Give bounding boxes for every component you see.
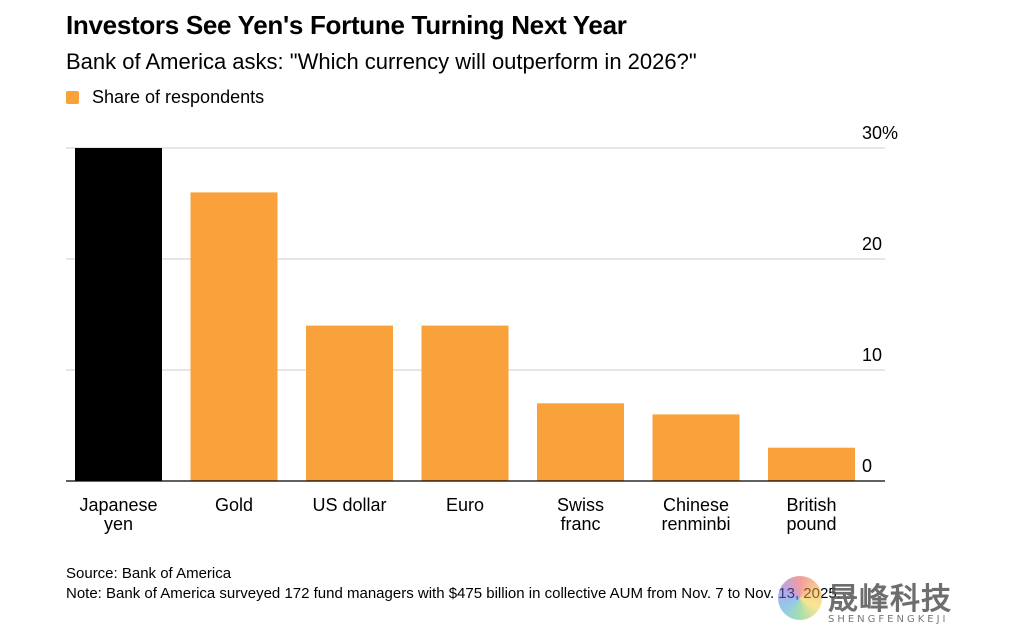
x-tick-label: US dollar xyxy=(312,495,386,515)
watermark-text: 晟峰科技 xyxy=(828,582,952,617)
bar xyxy=(75,148,162,481)
y-tick-label: 20 xyxy=(862,234,882,254)
watermark: 晟峰科技 SHENGFENGKEJI xyxy=(778,574,978,628)
chart-subtitle: Bank of America asks: "Which currency wi… xyxy=(66,49,697,74)
bar xyxy=(768,447,855,481)
y-tick-label: 10 xyxy=(862,345,882,365)
x-tick-label: British pound xyxy=(786,495,836,534)
y-tick-label: 30% xyxy=(862,123,898,143)
legend-label: Share of respondents xyxy=(92,87,265,107)
x-tick-label: Euro xyxy=(446,495,484,515)
source-text: Source: Bank of America xyxy=(66,565,232,582)
chart-title: Investors See Yen's Fortune Turning Next… xyxy=(66,10,627,40)
legend-swatch xyxy=(66,91,79,104)
x-tick-label: Swiss franc xyxy=(557,495,604,534)
bar xyxy=(652,414,740,481)
note-text: Note: Bank of America surveyed 172 fund … xyxy=(66,585,841,602)
x-tick-label: Japanese yen xyxy=(79,495,157,534)
legend: Share of respondents xyxy=(66,87,264,108)
watermark-subtext: SHENGFENGKEJI xyxy=(828,614,949,625)
x-tick-label: Chinese renminbi xyxy=(661,495,730,534)
y-tick-label: 0 xyxy=(862,456,872,476)
bar xyxy=(190,192,278,481)
watermark-logo-icon xyxy=(778,576,822,620)
x-tick-label: Gold xyxy=(215,495,253,515)
bar xyxy=(537,403,624,481)
bar xyxy=(306,325,393,481)
bar xyxy=(421,325,509,481)
